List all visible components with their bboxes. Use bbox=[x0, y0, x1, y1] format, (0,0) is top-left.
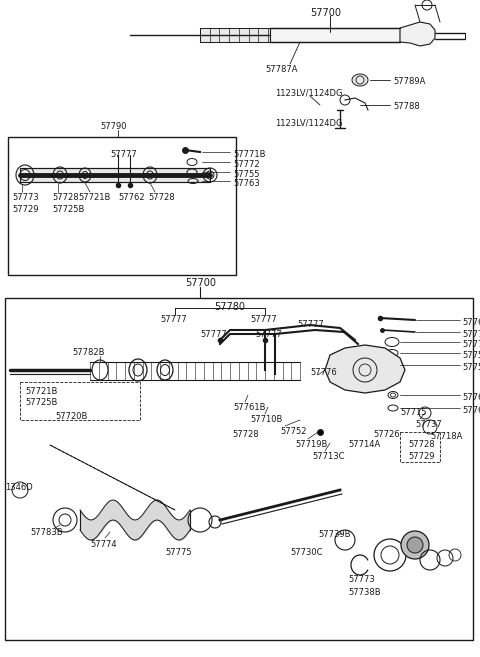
Text: 57725B: 57725B bbox=[52, 205, 84, 214]
Text: 57738B: 57738B bbox=[348, 588, 381, 597]
Text: 57777: 57777 bbox=[250, 315, 277, 324]
Text: 57730C: 57730C bbox=[290, 548, 323, 557]
Text: 57720B: 57720B bbox=[55, 412, 87, 421]
Text: 57726: 57726 bbox=[373, 430, 400, 439]
Bar bbox=[5, 298, 473, 640]
Text: 57777: 57777 bbox=[110, 150, 137, 159]
Text: 57750B: 57750B bbox=[462, 363, 480, 372]
Text: 57762: 57762 bbox=[118, 193, 144, 202]
Text: 57728: 57728 bbox=[232, 430, 259, 439]
Text: 57763: 57763 bbox=[462, 406, 480, 415]
Text: 57774: 57774 bbox=[90, 540, 117, 549]
Bar bbox=[20, 382, 140, 420]
Text: 57700: 57700 bbox=[185, 278, 216, 288]
Circle shape bbox=[407, 537, 423, 553]
Text: 57776: 57776 bbox=[310, 368, 337, 377]
Text: 57783B: 57783B bbox=[30, 528, 62, 537]
Text: 57755: 57755 bbox=[233, 170, 260, 179]
Text: 57777: 57777 bbox=[160, 315, 187, 324]
Text: 57728: 57728 bbox=[52, 193, 79, 202]
Text: 1346D: 1346D bbox=[5, 483, 33, 492]
Text: 57721B: 57721B bbox=[78, 193, 110, 202]
Polygon shape bbox=[325, 345, 405, 393]
Text: 57789A: 57789A bbox=[393, 77, 425, 86]
Text: 57772: 57772 bbox=[462, 340, 480, 349]
Text: 57790: 57790 bbox=[100, 122, 127, 131]
Text: 57718A: 57718A bbox=[430, 432, 462, 441]
Text: 57772: 57772 bbox=[233, 160, 260, 169]
Text: 57719B: 57719B bbox=[295, 440, 327, 449]
Bar bbox=[270, 28, 400, 42]
Text: 57710B: 57710B bbox=[250, 415, 282, 424]
Circle shape bbox=[401, 531, 429, 559]
Text: 57725B: 57725B bbox=[25, 398, 58, 407]
Bar bbox=[20, 168, 210, 182]
Bar bbox=[8, 137, 236, 275]
Text: 57721B: 57721B bbox=[25, 387, 58, 396]
Text: 57771B: 57771B bbox=[233, 150, 265, 159]
Text: 57752: 57752 bbox=[280, 427, 307, 436]
Text: 57715: 57715 bbox=[400, 408, 427, 417]
Text: 57771B: 57771B bbox=[462, 330, 480, 339]
Text: 57787A: 57787A bbox=[265, 65, 298, 74]
Text: 57729: 57729 bbox=[12, 205, 38, 214]
Polygon shape bbox=[400, 22, 435, 46]
Text: 57737: 57737 bbox=[415, 420, 442, 429]
Text: 57777: 57777 bbox=[297, 320, 324, 329]
Text: 57777: 57777 bbox=[255, 330, 282, 339]
Text: 57777: 57777 bbox=[200, 330, 227, 339]
Text: 57739B: 57739B bbox=[318, 530, 350, 539]
Text: 57788: 57788 bbox=[393, 102, 420, 111]
Text: 1123LV/1124DG: 1123LV/1124DG bbox=[275, 88, 343, 97]
Text: 57714A: 57714A bbox=[348, 440, 380, 449]
Text: 57780: 57780 bbox=[215, 302, 245, 312]
Text: 57729: 57729 bbox=[408, 452, 434, 461]
Ellipse shape bbox=[352, 74, 368, 86]
Text: 57773: 57773 bbox=[12, 193, 39, 202]
Text: 57761B: 57761B bbox=[233, 403, 265, 412]
Text: 57763: 57763 bbox=[233, 179, 260, 188]
Text: 57782B: 57782B bbox=[72, 348, 105, 357]
Text: 57728: 57728 bbox=[408, 440, 434, 449]
Text: 57728: 57728 bbox=[148, 193, 175, 202]
Ellipse shape bbox=[382, 359, 398, 371]
Text: 1123LV/1124DG: 1123LV/1124DG bbox=[275, 118, 343, 127]
Text: 57768C: 57768C bbox=[462, 393, 480, 402]
Text: 57769B: 57769B bbox=[462, 318, 480, 327]
Bar bbox=[400, 432, 440, 462]
Text: 57773: 57773 bbox=[348, 575, 375, 584]
Text: 57775: 57775 bbox=[165, 548, 192, 557]
Text: 57755: 57755 bbox=[462, 351, 480, 360]
Text: 57713C: 57713C bbox=[312, 452, 345, 461]
Text: 57700: 57700 bbox=[310, 8, 341, 18]
